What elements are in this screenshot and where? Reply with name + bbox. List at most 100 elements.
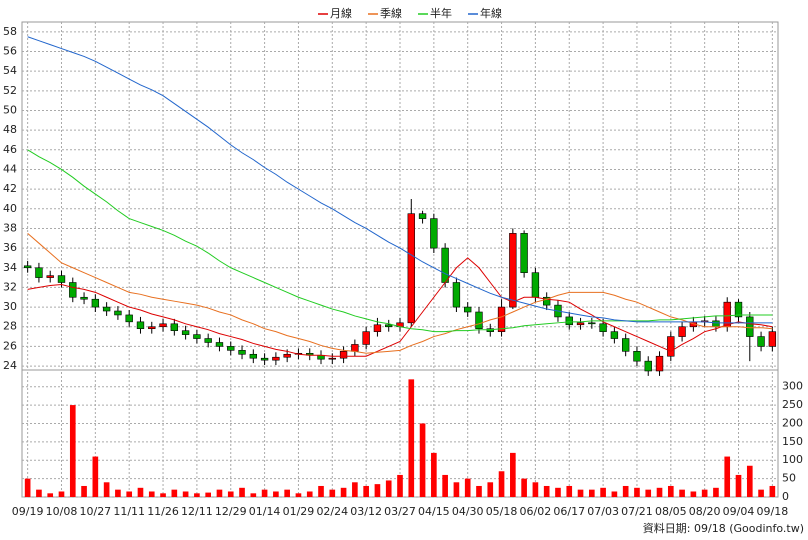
- volume-bar: [81, 485, 87, 497]
- volume-tick-label: 100: [782, 453, 803, 466]
- volume-bar: [329, 489, 336, 497]
- volume-bar: [363, 485, 369, 497]
- volume-bar: [182, 491, 189, 497]
- candle-body: [734, 301, 743, 318]
- volume-bar: [453, 482, 460, 497]
- volume-bar: [532, 482, 539, 497]
- candle-body: [46, 275, 54, 278]
- x-tick-label: 09/18: [757, 505, 789, 518]
- volume-bar: [645, 489, 652, 497]
- candle-body: [746, 316, 754, 337]
- volume-bar: [577, 489, 584, 497]
- volume-bar: [284, 489, 290, 497]
- volume-bar: [205, 492, 211, 497]
- legend-label: 季線: [380, 6, 402, 20]
- candle-body: [543, 296, 551, 306]
- x-tick-label: 01/14: [249, 505, 281, 518]
- volume-bar: [690, 491, 697, 497]
- y-tick-label: 30: [3, 300, 17, 313]
- x-tick-label: 03/12: [350, 505, 382, 518]
- y-tick-label: 24: [3, 359, 17, 372]
- volume-tick-label: 50: [782, 472, 796, 485]
- volume-bar: [769, 485, 776, 497]
- x-tick-label: 01/29: [283, 505, 315, 518]
- x-tick-label: 02/24: [316, 505, 348, 518]
- candle-body: [531, 272, 540, 298]
- candle-body: [712, 320, 720, 328]
- volume-bar: [47, 493, 54, 497]
- candle-body: [418, 213, 427, 219]
- y-tick-label: 46: [3, 143, 17, 156]
- x-tick-label: 04/15: [418, 505, 450, 518]
- y-tick-label: 52: [3, 84, 17, 97]
- volume-bar: [679, 489, 685, 497]
- volume-bar: [126, 491, 133, 497]
- candle-body: [475, 311, 483, 330]
- x-tick-label: 06/02: [520, 505, 552, 518]
- y-tick-label: 40: [3, 202, 17, 215]
- volume-bar: [306, 491, 313, 497]
- x-tick-label: 07/21: [621, 505, 653, 518]
- candle-body: [509, 233, 517, 308]
- volume-tick-label: 300: [782, 380, 803, 393]
- volume-bar: [295, 493, 302, 497]
- volume-bar: [58, 491, 65, 497]
- candle-body: [362, 331, 370, 345]
- legend-label: 年線: [480, 6, 502, 20]
- candle-body: [272, 356, 280, 361]
- volume-bar: [318, 485, 324, 497]
- volume-bar: [611, 491, 618, 497]
- volume-bar: [137, 487, 144, 497]
- candle-body: [35, 267, 43, 278]
- candle-body: [351, 344, 359, 352]
- x-tick-label: 04/30: [452, 505, 484, 518]
- x-tick-label: 12/11: [181, 505, 213, 518]
- x-tick-label: 08/05: [655, 505, 687, 518]
- candle-body: [102, 306, 111, 312]
- candle-body: [215, 342, 224, 347]
- candle-body: [114, 310, 122, 316]
- x-tick-label: 09/04: [723, 505, 755, 518]
- volume-bar: [171, 489, 178, 497]
- candle-body: [328, 357, 336, 360]
- candle-body: [136, 321, 145, 330]
- candle-body: [655, 355, 664, 372]
- y-tick-label: 38: [3, 221, 17, 234]
- volume-bar: [667, 485, 674, 497]
- volume-bar: [273, 491, 279, 497]
- volume-bar: [419, 423, 426, 497]
- candle-body: [768, 331, 777, 347]
- volume-bar: [160, 493, 166, 497]
- candle-body: [227, 346, 235, 351]
- volume-bar: [340, 487, 347, 497]
- candle-body: [667, 336, 675, 357]
- volume-bar: [442, 474, 448, 497]
- candle-body: [57, 275, 66, 283]
- y-tick-label: 54: [3, 64, 17, 77]
- volume-bar: [476, 485, 482, 497]
- candle-body: [464, 306, 472, 313]
- candle-body: [69, 282, 77, 298]
- x-tick-label: 03/27: [384, 505, 416, 518]
- x-tick-label: 10/08: [46, 505, 78, 518]
- candle-body: [193, 334, 201, 339]
- x-tick-label: 07/03: [587, 505, 619, 518]
- y-tick-label: 44: [3, 162, 17, 175]
- volume-tick-label: 150: [782, 435, 803, 448]
- candle-body: [385, 324, 393, 328]
- y-tick-label: 34: [3, 261, 17, 274]
- candle-body: [238, 350, 246, 355]
- candle-body: [407, 213, 415, 324]
- candle-body: [520, 233, 528, 273]
- volume-tick-label: 0: [782, 490, 789, 503]
- candle-body: [373, 324, 382, 332]
- volume-bar: [194, 493, 200, 497]
- volume-bar: [239, 487, 245, 497]
- volume-bar: [521, 478, 527, 497]
- volume-bar: [713, 487, 719, 497]
- candle-body: [678, 326, 686, 337]
- volume-bar: [352, 482, 358, 497]
- moving-average-line: [27, 36, 773, 324]
- candle-body: [249, 353, 257, 359]
